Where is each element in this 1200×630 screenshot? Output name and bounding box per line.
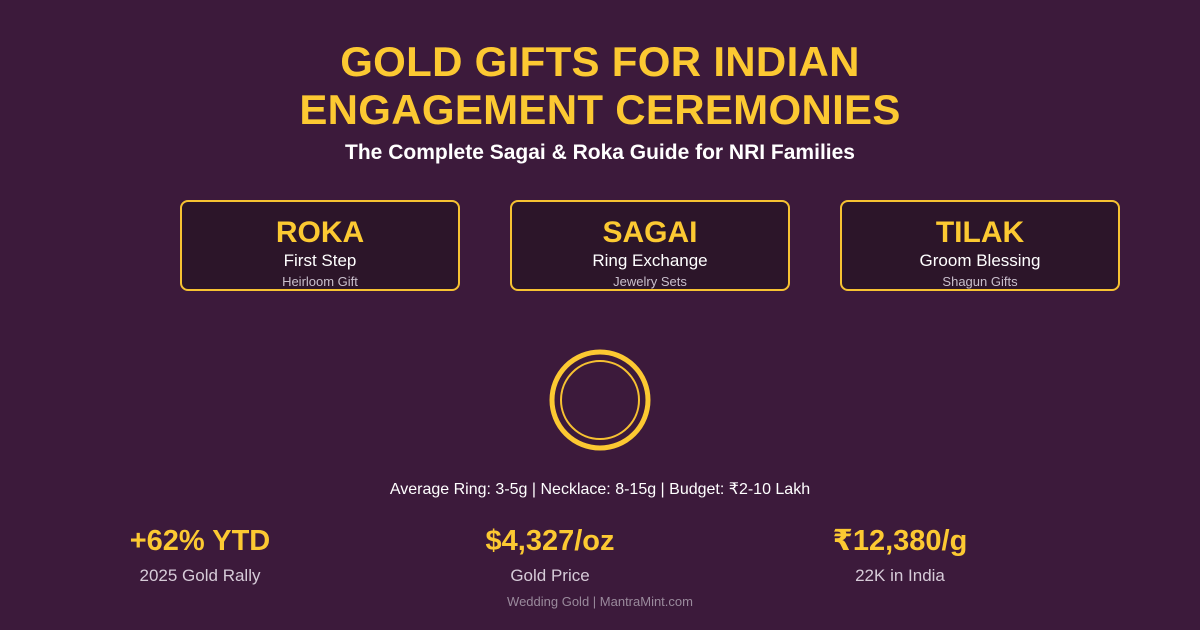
title-line-1: GOLD GIFTS FOR INDIAN xyxy=(340,38,860,85)
ceremony-description: First Step xyxy=(283,251,357,270)
stat-ytd: +62% YTD 2025 Gold Rally xyxy=(50,524,350,586)
ceremony-name: ROKA xyxy=(275,216,365,249)
stat-india-price: ₹12,380/g 22K in India xyxy=(750,524,1050,586)
gold-weight-specs: Average Ring: 3-5g | Necklace: 8-15g | B… xyxy=(389,481,811,498)
stat-label: Gold Price xyxy=(510,566,590,585)
footer-brand: Wedding Gold | MantraMint.com xyxy=(507,594,693,609)
stat-label: 22K in India xyxy=(855,566,945,585)
stat-value: +62% YTD xyxy=(129,525,271,557)
ceremony-name: SAGAI xyxy=(602,216,698,249)
stat-label: 2025 Gold Rally xyxy=(139,566,261,585)
ring-icon xyxy=(549,349,651,451)
stat-value: ₹12,380/g xyxy=(832,525,968,557)
ceremony-card-sagai: SAGAI Ring Exchange Jewelry Sets xyxy=(510,200,790,291)
stat-value: $4,327/oz xyxy=(485,525,615,557)
stat-gold-price: $4,327/oz Gold Price xyxy=(400,524,700,586)
ceremony-description: Groom Blessing xyxy=(919,251,1041,270)
ceremony-note: Shagun Gifts xyxy=(942,274,1018,289)
page-subtitle: The Complete Sagai & Roka Guide for NRI … xyxy=(345,141,855,164)
page-title: GOLD GIFTS FOR INDIAN ENGAGEMENT CEREMON… xyxy=(0,38,1200,134)
ceremony-note: Heirloom Gift xyxy=(282,274,358,289)
ceremony-description: Ring Exchange xyxy=(592,251,708,270)
ceremony-note: Jewelry Sets xyxy=(613,274,687,289)
ceremony-card-roka: ROKA First Step Heirloom Gift xyxy=(180,200,460,291)
ceremony-name: TILAK xyxy=(935,216,1025,249)
title-line-2: ENGAGEMENT CEREMONIES xyxy=(299,86,901,133)
ceremony-card-tilak: TILAK Groom Blessing Shagun Gifts xyxy=(840,200,1120,291)
